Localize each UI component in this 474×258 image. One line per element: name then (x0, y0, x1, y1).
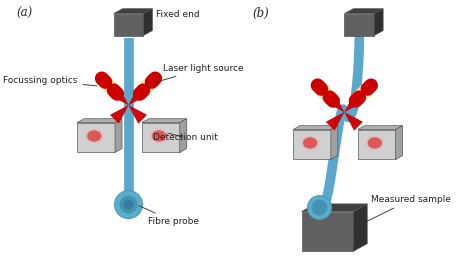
Polygon shape (293, 126, 338, 130)
Polygon shape (110, 105, 128, 124)
Ellipse shape (85, 128, 104, 143)
Ellipse shape (152, 130, 166, 142)
Polygon shape (114, 9, 152, 14)
Ellipse shape (301, 135, 319, 150)
Ellipse shape (368, 137, 382, 149)
Polygon shape (128, 105, 147, 124)
Ellipse shape (119, 196, 137, 214)
Polygon shape (77, 123, 115, 152)
Text: Laser light source: Laser light source (155, 64, 244, 82)
Polygon shape (344, 94, 363, 112)
Text: Fibre probe: Fibre probe (139, 206, 200, 226)
Polygon shape (326, 112, 344, 131)
Polygon shape (344, 14, 374, 36)
Ellipse shape (124, 200, 134, 209)
Ellipse shape (149, 128, 168, 143)
Polygon shape (331, 126, 338, 159)
Polygon shape (358, 126, 402, 130)
Polygon shape (110, 87, 128, 105)
Polygon shape (344, 112, 363, 131)
Text: (b): (b) (253, 7, 270, 20)
Text: Fixed end: Fixed end (146, 10, 200, 21)
Ellipse shape (365, 135, 384, 150)
Polygon shape (142, 123, 180, 152)
Polygon shape (326, 112, 344, 131)
Polygon shape (110, 105, 128, 124)
Polygon shape (128, 87, 147, 105)
Polygon shape (301, 204, 367, 212)
Polygon shape (344, 9, 383, 14)
Polygon shape (358, 130, 396, 159)
Polygon shape (353, 204, 367, 251)
Polygon shape (374, 9, 383, 36)
Polygon shape (128, 105, 147, 124)
Ellipse shape (87, 130, 101, 142)
Polygon shape (142, 119, 187, 123)
Polygon shape (326, 94, 344, 112)
Polygon shape (396, 126, 402, 159)
Ellipse shape (311, 200, 328, 215)
Text: Detection unit: Detection unit (154, 133, 218, 142)
Polygon shape (115, 119, 122, 152)
Polygon shape (114, 14, 144, 36)
Polygon shape (301, 212, 353, 251)
Polygon shape (344, 94, 363, 112)
Polygon shape (144, 9, 152, 36)
Ellipse shape (308, 196, 331, 220)
Polygon shape (180, 119, 187, 152)
Polygon shape (110, 87, 128, 105)
Polygon shape (293, 130, 331, 159)
Text: Measured sample: Measured sample (357, 195, 451, 226)
Polygon shape (77, 119, 122, 123)
Polygon shape (128, 87, 147, 105)
Polygon shape (344, 112, 363, 131)
Polygon shape (326, 94, 344, 112)
Ellipse shape (303, 137, 317, 149)
Text: Focussing optics: Focussing optics (3, 76, 97, 86)
Ellipse shape (115, 191, 142, 219)
Text: (a): (a) (16, 7, 32, 20)
